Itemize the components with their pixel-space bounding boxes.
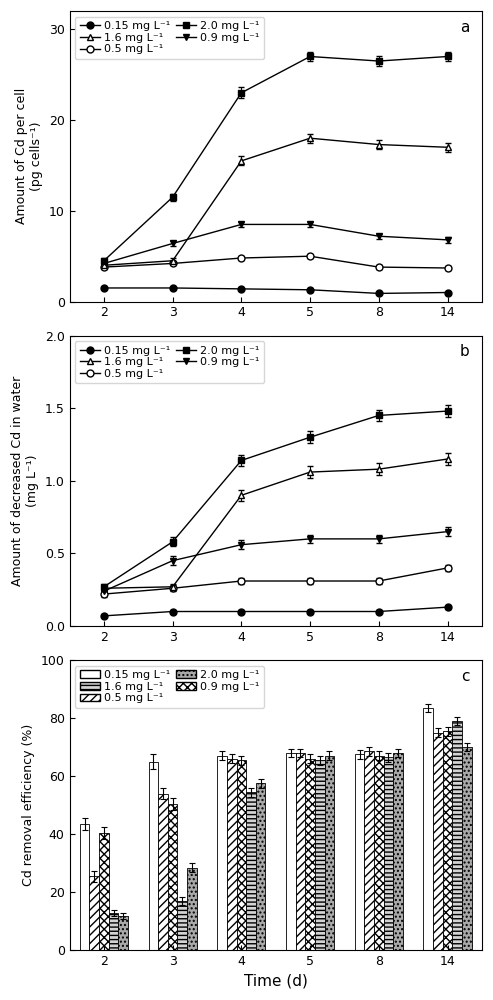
Bar [227, 759, 237, 950]
Bar [99, 833, 108, 950]
Bar [177, 901, 187, 950]
Bar [393, 753, 403, 950]
Bar [217, 756, 227, 950]
Bar [246, 792, 256, 950]
Legend: 0.15 mg L⁻¹, 1.6 mg L⁻¹, 0.5 mg L⁻¹, 2.0 mg L⁻¹, 0.9 mg L⁻¹: 0.15 mg L⁻¹, 1.6 mg L⁻¹, 0.5 mg L⁻¹, 2.0… [75, 17, 264, 59]
Y-axis label: Cd removal efficiency (%): Cd removal efficiency (%) [22, 724, 35, 886]
Text: c: c [461, 669, 469, 684]
Bar [108, 913, 118, 950]
Bar [296, 753, 305, 950]
Bar [80, 824, 89, 950]
Bar [324, 756, 334, 950]
Bar [237, 760, 246, 950]
Bar [315, 760, 324, 950]
Bar [433, 733, 443, 950]
Bar [423, 708, 433, 950]
Bar [384, 757, 393, 950]
Legend: 0.15 mg L⁻¹, 1.6 mg L⁻¹, 0.5 mg L⁻¹, 2.0 mg L⁻¹, 0.9 mg L⁻¹: 0.15 mg L⁻¹, 1.6 mg L⁻¹, 0.5 mg L⁻¹, 2.0… [75, 666, 264, 708]
Bar [118, 916, 128, 950]
Y-axis label: Amount of decreased Cd in water
(mg L⁻¹): Amount of decreased Cd in water (mg L⁻¹) [11, 376, 39, 586]
Bar [374, 756, 384, 950]
Bar [364, 751, 374, 950]
X-axis label: Time (d): Time (d) [244, 974, 308, 989]
Legend: 0.15 mg L⁻¹, 1.6 mg L⁻¹, 0.5 mg L⁻¹, 2.0 mg L⁻¹, 0.9 mg L⁻¹: 0.15 mg L⁻¹, 1.6 mg L⁻¹, 0.5 mg L⁻¹, 2.0… [75, 341, 264, 383]
Y-axis label: Amount of Cd per cell
(pg cells⁻¹): Amount of Cd per cell (pg cells⁻¹) [15, 88, 43, 224]
Bar [305, 759, 315, 950]
Bar [89, 876, 99, 950]
Text: a: a [460, 20, 469, 35]
Bar [256, 783, 265, 950]
Bar [462, 747, 472, 950]
Bar [355, 754, 364, 950]
Bar [453, 721, 462, 950]
Bar [148, 762, 158, 950]
Text: b: b [460, 344, 469, 359]
Bar [158, 794, 168, 950]
Bar [168, 804, 177, 950]
Bar [286, 753, 296, 950]
Bar [443, 731, 453, 950]
Bar [187, 868, 197, 950]
